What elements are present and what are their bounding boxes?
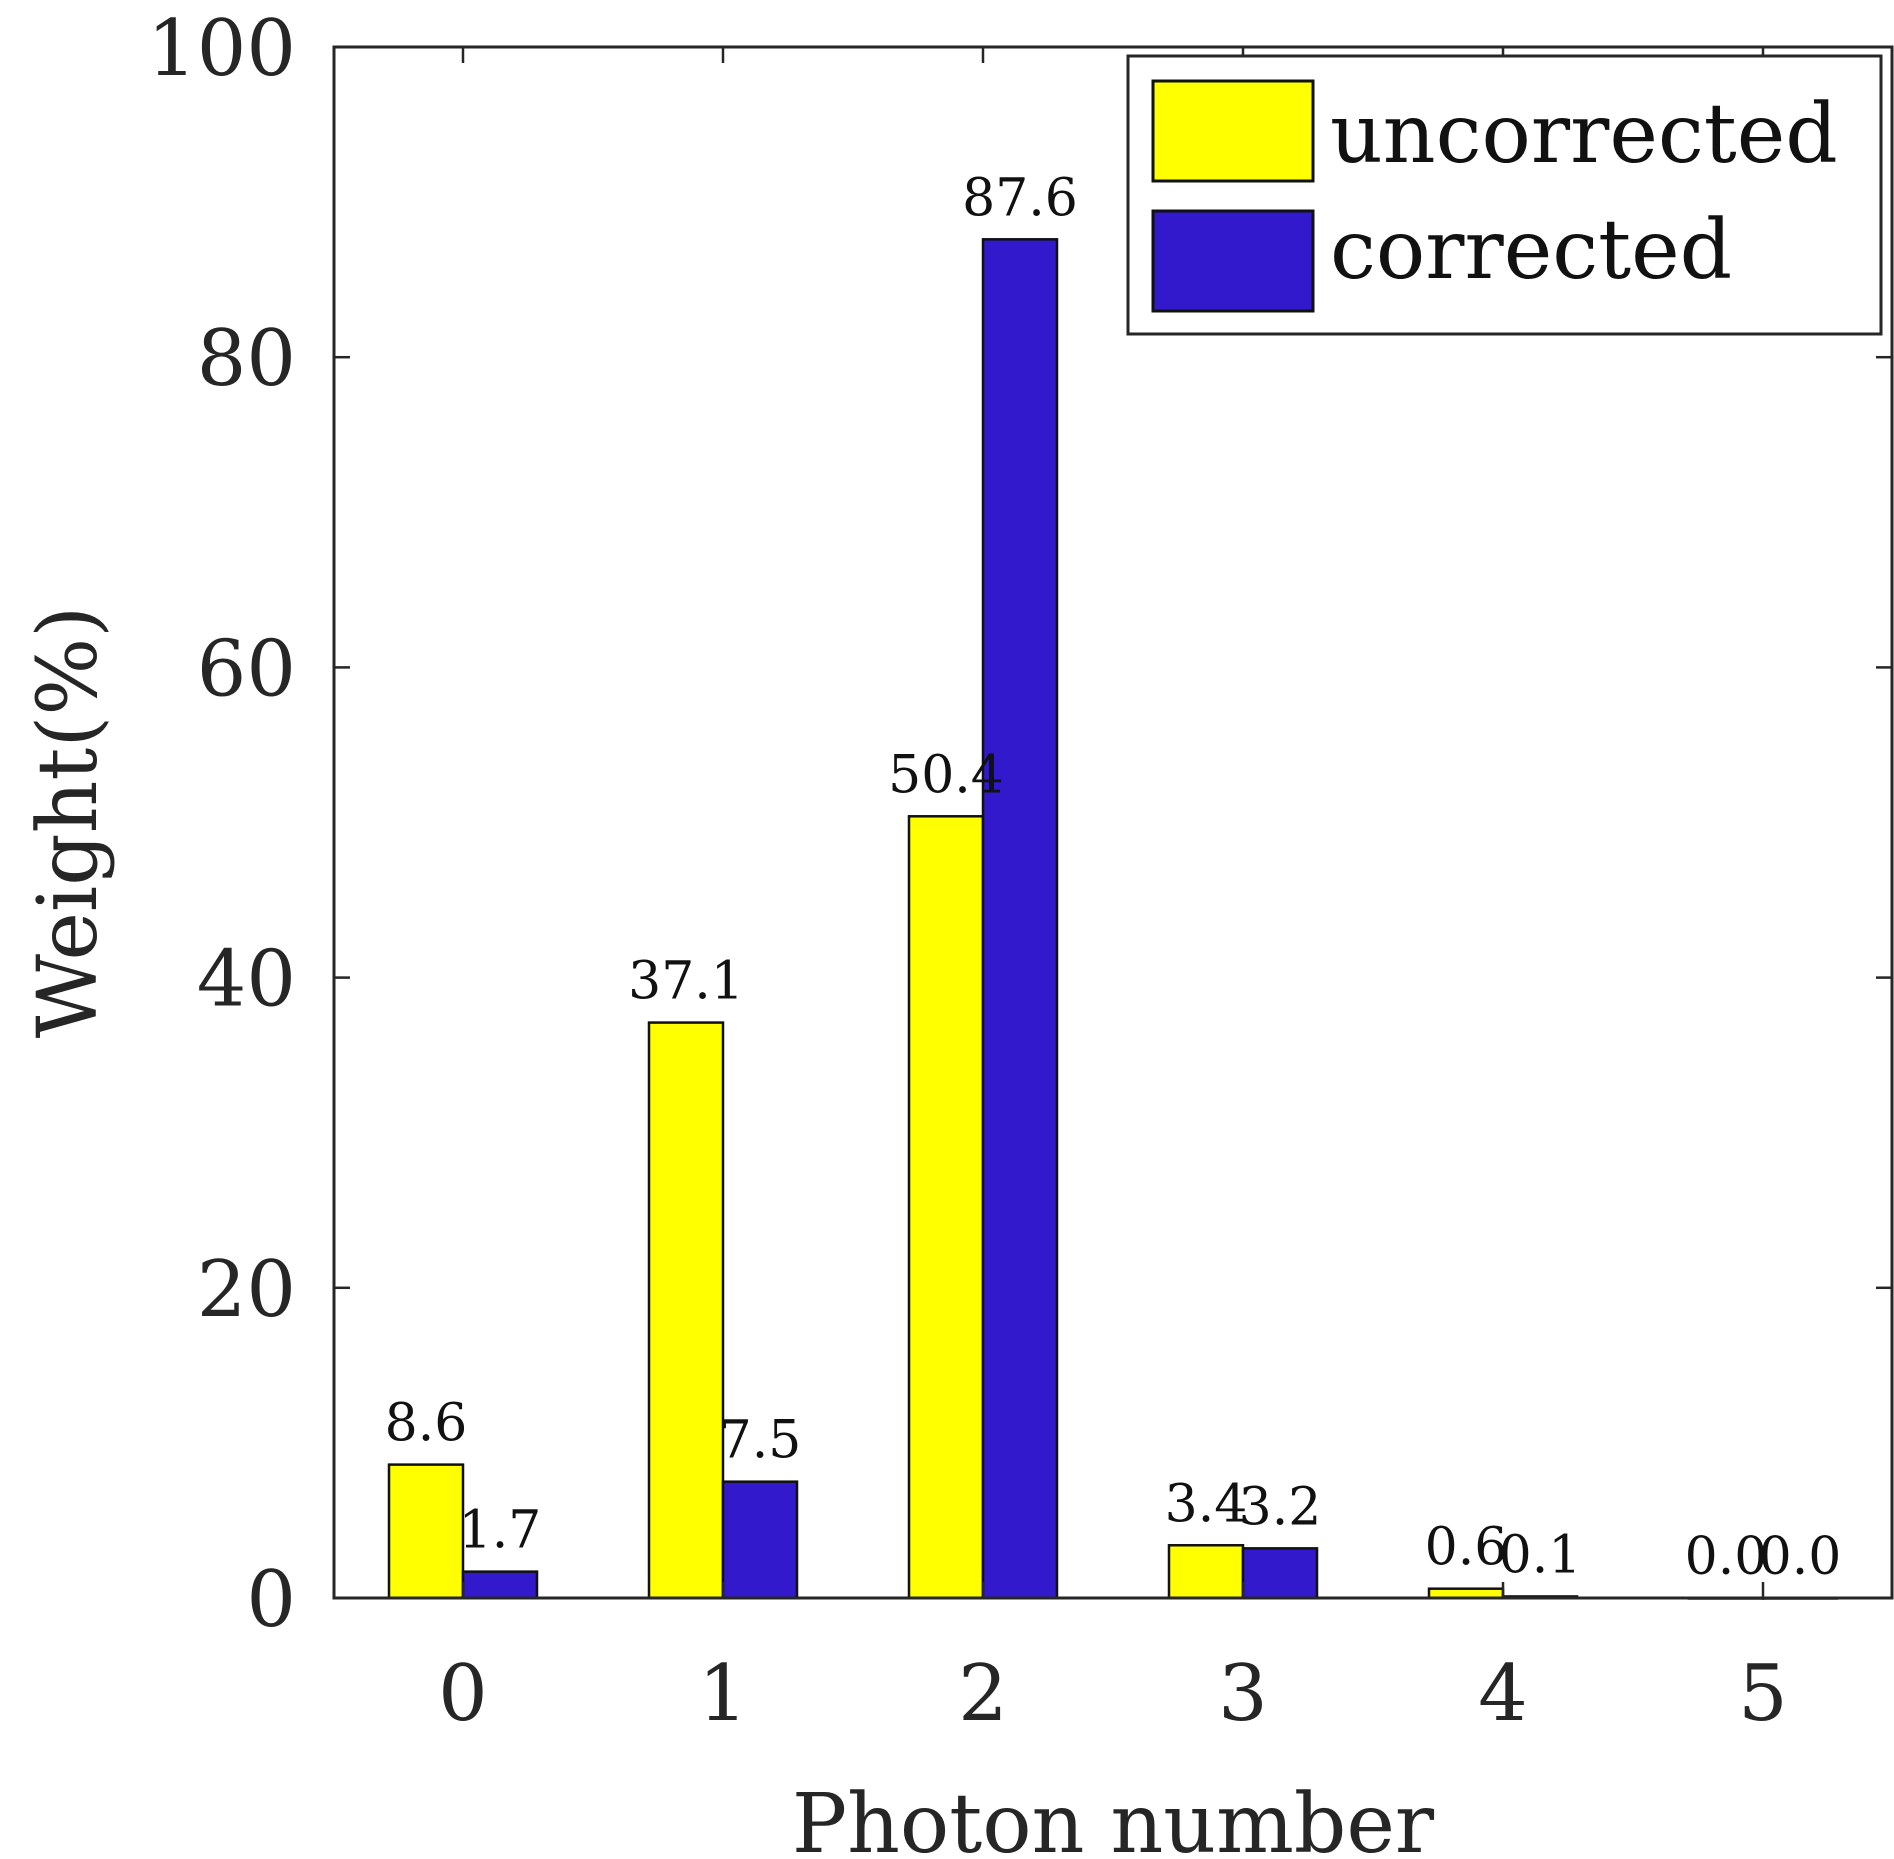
y-tick-label-60: 60 xyxy=(197,624,296,714)
data-labels-layer: 8.6 1.7 37.1 7.5 50.4 87.6 3.43.2 0.60.1 0.00.0 xyxy=(385,168,1842,1587)
data-label-uncorrected-5: 0.0 xyxy=(1685,1527,1768,1587)
y-axis-title: Weight(%) xyxy=(21,606,116,1039)
data-label-uncorrected-1: 37.1 xyxy=(628,952,744,1012)
data-label-uncorrected-0: 8.6 xyxy=(385,1394,468,1454)
data-label-uncorrected-4: 0.6 xyxy=(1425,1518,1508,1578)
legend-label-uncorrected: uncorrected xyxy=(1330,87,1838,182)
x-axis-title: Photon number xyxy=(792,1777,1435,1859)
data-label-corrected-4: 0.1 xyxy=(1499,1525,1582,1585)
data-label-corrected-3: 3.2 xyxy=(1239,1477,1322,1537)
x-tick-label-4: 4 xyxy=(1478,1649,1528,1739)
x-tick-labels: 0 1 2 3 4 5 xyxy=(438,1649,1788,1739)
legend-swatch-corrected xyxy=(1151,209,1315,313)
plot-area-frame xyxy=(332,45,1894,1600)
data-label-uncorrected-2: 50.4 xyxy=(888,745,1004,805)
x-tick-label-2: 2 xyxy=(958,1649,1008,1739)
bar-corrected-1 xyxy=(721,1480,799,1600)
legend-swatch-uncorrected xyxy=(1151,79,1315,183)
bar-corrected-0 xyxy=(461,1570,539,1600)
legend-label-corrected: corrected xyxy=(1330,203,1732,298)
y-tick-label-20: 20 xyxy=(197,1245,296,1335)
y-tick-label-80: 80 xyxy=(197,314,296,404)
data-label-corrected-5: 0.0 xyxy=(1759,1527,1842,1587)
data-label-uncorrected-3: 3.4 xyxy=(1165,1474,1248,1534)
legend: uncorrected corrected xyxy=(1126,54,1883,336)
data-label-corrected-2: 87.6 xyxy=(962,168,1078,228)
bar-uncorrected-2 xyxy=(907,815,985,1600)
bar-uncorrected-0 xyxy=(387,1463,465,1600)
x-tick-label-1: 1 xyxy=(698,1649,748,1739)
bar-uncorrected-1 xyxy=(647,1021,725,1600)
data-label-corrected-1: 7.5 xyxy=(719,1411,802,1471)
x-tick-label-0: 0 xyxy=(438,1649,488,1739)
data-label-corrected-0: 1.7 xyxy=(459,1501,542,1561)
y-tick-label-0: 0 xyxy=(246,1555,296,1645)
y-tick-label-100: 100 xyxy=(147,4,296,94)
y-tick-labels: 0 20 40 60 80 100 xyxy=(147,4,296,1645)
bar-corrected-2 xyxy=(981,238,1059,1600)
bars-layer xyxy=(387,238,1839,1600)
bar-corrected-3 xyxy=(1241,1547,1319,1600)
x-tick-label-5: 5 xyxy=(1738,1649,1788,1739)
bar-uncorrected-3 xyxy=(1167,1544,1245,1600)
y-tick-label-40: 40 xyxy=(197,935,296,1025)
x-tick-label-3: 3 xyxy=(1218,1649,1268,1739)
